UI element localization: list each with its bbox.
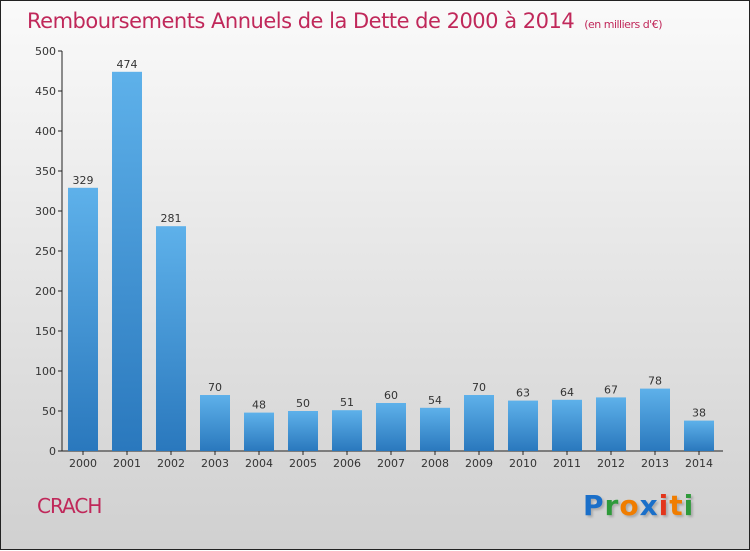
logo-letter: i — [658, 489, 670, 522]
x-tick-label: 2000 — [69, 457, 97, 470]
data-label: 474 — [117, 58, 138, 71]
y-tick-label: 300 — [35, 205, 56, 218]
bar-2001 — [112, 71, 142, 452]
data-label: 51 — [340, 396, 354, 409]
logo-letter: P — [583, 489, 605, 522]
bar-2004 — [244, 412, 274, 451]
bar-2009 — [464, 395, 494, 451]
logo-letter: x — [639, 489, 659, 522]
bar-2006 — [332, 410, 362, 451]
x-tick-label: 2008 — [421, 457, 449, 470]
bar-2010 — [508, 400, 538, 451]
unit-label: (en milliers d'€) — [584, 18, 662, 31]
x-tick-label: 2007 — [377, 457, 405, 470]
y-tick-label: 250 — [35, 245, 56, 258]
bar-2000 — [68, 187, 98, 452]
chart-title: Remboursements Annuels de la Dette de 20… — [27, 9, 662, 33]
bar-2008 — [420, 407, 450, 451]
x-tick-label: 2006 — [333, 457, 361, 470]
data-label: 70 — [472, 381, 486, 394]
data-label: 54 — [428, 394, 442, 407]
data-label: 329 — [73, 174, 94, 187]
title-text: Remboursements Annuels de la Dette de 20… — [27, 9, 575, 33]
x-tick-label: 2013 — [641, 457, 669, 470]
y-tick-label: 400 — [35, 125, 56, 138]
x-tick-label: 2012 — [597, 457, 625, 470]
logo-letter: i — [683, 489, 695, 522]
y-tick-label: 200 — [35, 285, 56, 298]
x-tick-label: 2011 — [553, 457, 581, 470]
town-name: CRACH — [37, 494, 102, 518]
y-tick-label: 500 — [35, 45, 56, 58]
data-label: 67 — [604, 383, 618, 396]
x-tick-label: 2005 — [289, 457, 317, 470]
data-label: 60 — [384, 389, 398, 402]
y-tick-label: 100 — [35, 365, 56, 378]
x-tick-label: 2001 — [113, 457, 141, 470]
bar-2007 — [376, 403, 406, 451]
bar-2002 — [156, 226, 186, 451]
bar-2012 — [596, 397, 626, 451]
y-tick-label: 450 — [35, 85, 56, 98]
x-tick-label: 2002 — [157, 457, 185, 470]
x-tick-label: 2010 — [509, 457, 537, 470]
x-tick-label: 2009 — [465, 457, 493, 470]
y-tick-label: 0 — [49, 445, 56, 458]
data-label: 78 — [648, 375, 662, 388]
x-tick-label: 2004 — [245, 457, 273, 470]
data-label: 48 — [252, 399, 266, 412]
x-tick-label: 2014 — [685, 457, 713, 470]
data-label: 50 — [296, 397, 310, 410]
logo-letter: t — [669, 489, 684, 522]
data-label: 70 — [208, 381, 222, 394]
x-tick-label: 2003 — [201, 457, 229, 470]
data-label: 63 — [516, 387, 530, 400]
logo-letter: r — [604, 489, 620, 522]
bar-2003 — [200, 395, 230, 451]
proxiti-logo: Proxiti — [583, 489, 694, 522]
data-label: 281 — [161, 212, 182, 225]
logo-letter: o — [619, 489, 640, 522]
bar-2011 — [552, 399, 582, 451]
y-tick-label: 50 — [42, 405, 56, 418]
bar-2014 — [684, 420, 714, 451]
data-label: 64 — [560, 386, 574, 399]
y-tick-label: 350 — [35, 165, 56, 178]
y-tick-label: 150 — [35, 325, 56, 338]
bar-2005 — [288, 411, 318, 451]
data-label: 38 — [692, 407, 706, 420]
bar-2013 — [640, 388, 670, 451]
